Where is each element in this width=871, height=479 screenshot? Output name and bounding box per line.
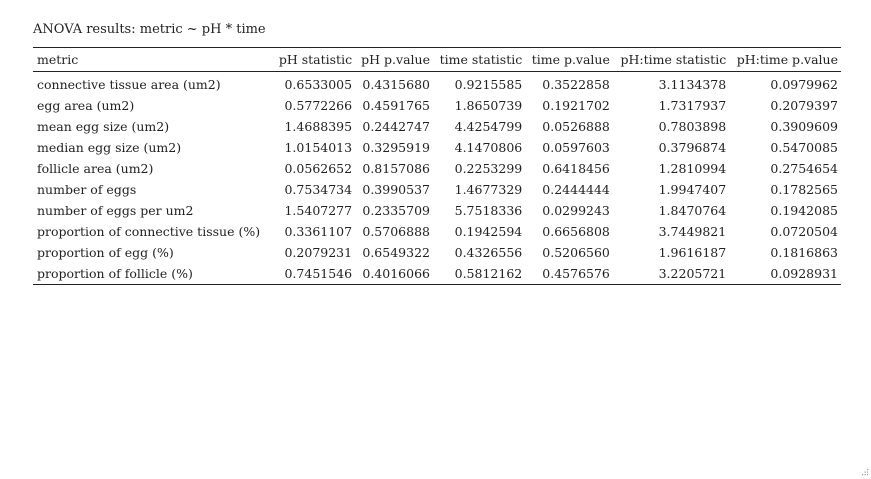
cell-ph-statistic: 0.2079231 xyxy=(284,245,353,260)
table-row: proportion of egg (%) 0.2079231 0.654932… xyxy=(33,242,841,263)
cell-time-statistic: 4.4254799 xyxy=(454,119,523,134)
table-row: proportion of follicle (%) 0.7451546 0.4… xyxy=(33,263,841,285)
cell-ph-statistic: 0.6533005 xyxy=(284,77,353,92)
cell-ph-statistic: 0.7534734 xyxy=(284,182,353,197)
cell-ph-statistic: 0.0562652 xyxy=(284,161,353,176)
cell-time-pvalue: 0.6656808 xyxy=(542,224,610,239)
cell-ph-time-pvalue: 0.0720504 xyxy=(770,224,838,239)
cell-ph-statistic: 1.5407277 xyxy=(284,203,353,218)
cell-ph-time-statistic: 1.9616187 xyxy=(658,245,727,260)
cell-time-statistic: 1.4677329 xyxy=(454,182,523,197)
cell-ph-time-pvalue: 0.0928931 xyxy=(770,266,838,281)
table-header-row: metric pH statistic pH p.value time stat… xyxy=(33,47,841,72)
table-row: number of eggs 0.7534734 0.3990537 1.467… xyxy=(33,179,841,200)
cell-ph-time-statistic: 1.2810994 xyxy=(658,161,727,176)
cell-time-statistic: 0.9215585 xyxy=(454,77,523,92)
table-row: connective tissue area (um2) 0.6533005 0… xyxy=(33,72,841,96)
column-header-time-statistic: time statistic xyxy=(432,47,526,72)
cell-ph-statistic: 1.0154013 xyxy=(284,140,353,155)
column-header-time-pvalue: time p.value xyxy=(525,47,613,72)
cell-time-statistic: 4.1470806 xyxy=(454,140,523,155)
table-caption: ANOVA results: metric ~ pH * time xyxy=(33,22,266,37)
cell-ph-time-pvalue: 0.3909609 xyxy=(770,119,838,134)
cell-ph-time-statistic: 1.7317937 xyxy=(658,98,727,113)
cell-ph-pvalue: 0.6549322 xyxy=(362,245,430,260)
cell-ph-time-statistic: 1.8470764 xyxy=(658,203,727,218)
cell-ph-time-pvalue: 0.2754654 xyxy=(770,161,838,176)
cell-ph-time-pvalue: 0.0979962 xyxy=(770,77,838,92)
cell-metric: follicle area (um2) xyxy=(37,161,154,176)
cell-ph-statistic: 0.3361107 xyxy=(284,224,353,239)
cell-ph-statistic: 0.7451546 xyxy=(284,266,353,281)
cell-time-pvalue: 0.1921702 xyxy=(542,98,610,113)
cell-metric: number of eggs xyxy=(37,182,137,197)
cell-ph-pvalue: 0.8157086 xyxy=(362,161,430,176)
table-row: proportion of connective tissue (%) 0.33… xyxy=(33,221,841,242)
cell-time-pvalue: 0.5206560 xyxy=(542,245,610,260)
cell-ph-time-pvalue: 0.5470085 xyxy=(770,140,838,155)
cell-ph-time-statistic: 0.3796874 xyxy=(658,140,727,155)
cell-ph-statistic: 0.5772266 xyxy=(284,98,353,113)
cell-time-pvalue: 0.0597603 xyxy=(542,140,610,155)
cell-ph-time-statistic: 3.1134378 xyxy=(658,77,727,92)
cell-time-pvalue: 0.4576576 xyxy=(542,266,610,281)
cell-ph-time-pvalue: 0.1942085 xyxy=(770,203,838,218)
table-row: mean egg size (um2) 1.4688395 0.2442747 … xyxy=(33,116,841,137)
cell-ph-time-pvalue: 0.2079397 xyxy=(770,98,838,113)
cell-time-statistic: 0.1942594 xyxy=(454,224,523,239)
cell-ph-time-statistic: 0.7803898 xyxy=(658,119,727,134)
cell-metric: mean egg size (um2) xyxy=(37,119,170,134)
cell-ph-time-pvalue: 0.1782565 xyxy=(770,182,838,197)
cell-metric: number of eggs per um2 xyxy=(37,203,194,218)
table-row: follicle area (um2) 0.0562652 0.8157086 … xyxy=(33,158,841,179)
cell-ph-time-statistic: 3.7449821 xyxy=(658,224,727,239)
cell-time-pvalue: 0.3522858 xyxy=(542,77,610,92)
cell-ph-pvalue: 0.5706888 xyxy=(362,224,430,239)
cell-time-statistic: 0.5812162 xyxy=(454,266,523,281)
table-row: egg area (um2) 0.5772266 0.4591765 1.865… xyxy=(33,95,841,116)
cell-time-pvalue: 0.0299243 xyxy=(542,203,610,218)
cell-ph-pvalue: 0.4591765 xyxy=(362,98,430,113)
cell-metric: proportion of connective tissue (%) xyxy=(37,224,261,239)
anova-results-table: metric pH statistic pH p.value time stat… xyxy=(33,47,841,285)
table-row: median egg size (um2) 1.0154013 0.329591… xyxy=(33,137,841,158)
column-header-ph-pvalue: pH p.value xyxy=(355,47,433,72)
cell-ph-time-pvalue: 0.1816863 xyxy=(770,245,838,260)
resize-grip-icon[interactable] xyxy=(860,468,869,477)
cell-metric: median egg size (um2) xyxy=(37,140,182,155)
column-header-ph-time-statistic: pH:time statistic xyxy=(612,47,730,72)
column-header-metric: metric xyxy=(33,47,273,72)
cell-ph-statistic: 1.4688395 xyxy=(284,119,353,134)
cell-time-statistic: 0.4326556 xyxy=(454,245,523,260)
cell-metric: proportion of egg (%) xyxy=(37,245,174,260)
cell-time-statistic: 0.2253299 xyxy=(454,161,523,176)
cell-ph-pvalue: 0.3990537 xyxy=(362,182,430,197)
cell-time-pvalue: 0.0526888 xyxy=(542,119,610,134)
cell-time-statistic: 1.8650739 xyxy=(454,98,523,113)
table-row: number of eggs per um2 1.5407277 0.23357… xyxy=(33,200,841,221)
cell-ph-pvalue: 0.4315680 xyxy=(362,77,430,92)
cell-ph-time-statistic: 1.9947407 xyxy=(658,182,727,197)
cell-metric: egg area (um2) xyxy=(37,98,135,113)
cell-ph-pvalue: 0.3295919 xyxy=(362,140,430,155)
cell-ph-time-statistic: 3.2205721 xyxy=(658,266,727,281)
cell-ph-pvalue: 0.2335709 xyxy=(362,203,430,218)
cell-ph-pvalue: 0.2442747 xyxy=(362,119,430,134)
column-header-ph-time-pvalue: pH:time p.value xyxy=(729,47,841,72)
cell-time-pvalue: 0.6418456 xyxy=(542,161,610,176)
cell-ph-pvalue: 0.4016066 xyxy=(362,266,430,281)
cell-metric: proportion of follicle (%) xyxy=(37,266,193,281)
cell-metric: connective tissue area (um2) xyxy=(37,77,221,92)
cell-time-statistic: 5.7518336 xyxy=(454,203,523,218)
cell-time-pvalue: 0.2444444 xyxy=(542,182,610,197)
column-header-ph-statistic: pH statistic xyxy=(272,47,356,72)
